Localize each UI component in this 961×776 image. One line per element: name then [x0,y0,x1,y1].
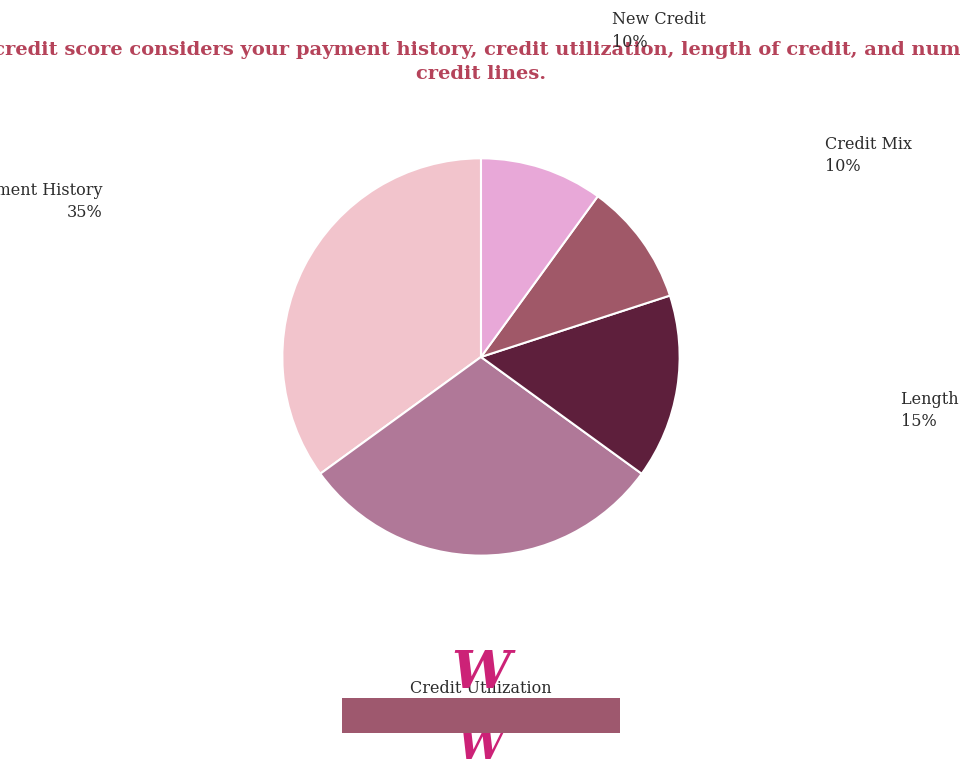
Wedge shape [480,196,669,357]
Text: Credit Utilization
30%: Credit Utilization 30% [409,680,552,719]
Text: credit lines.: credit lines. [415,64,546,83]
Text: Your credit score considers your payment history, credit utilization, length of : Your credit score considers your payment… [0,41,961,60]
Text: Length of Credit History
15%: Length of Credit History 15% [899,391,961,430]
Text: W: W [457,726,504,767]
Text: New Credit
10%: New Credit 10% [611,12,705,50]
Text: Payment History
35%: Payment History 35% [0,182,103,221]
Wedge shape [480,158,597,357]
Text: WorldlyWOC: WorldlyWOC [444,710,517,722]
Text: W: W [451,648,510,699]
Wedge shape [480,296,679,473]
Wedge shape [320,357,641,556]
Wedge shape [282,158,480,473]
Text: Credit Mix
10%: Credit Mix 10% [824,136,911,175]
